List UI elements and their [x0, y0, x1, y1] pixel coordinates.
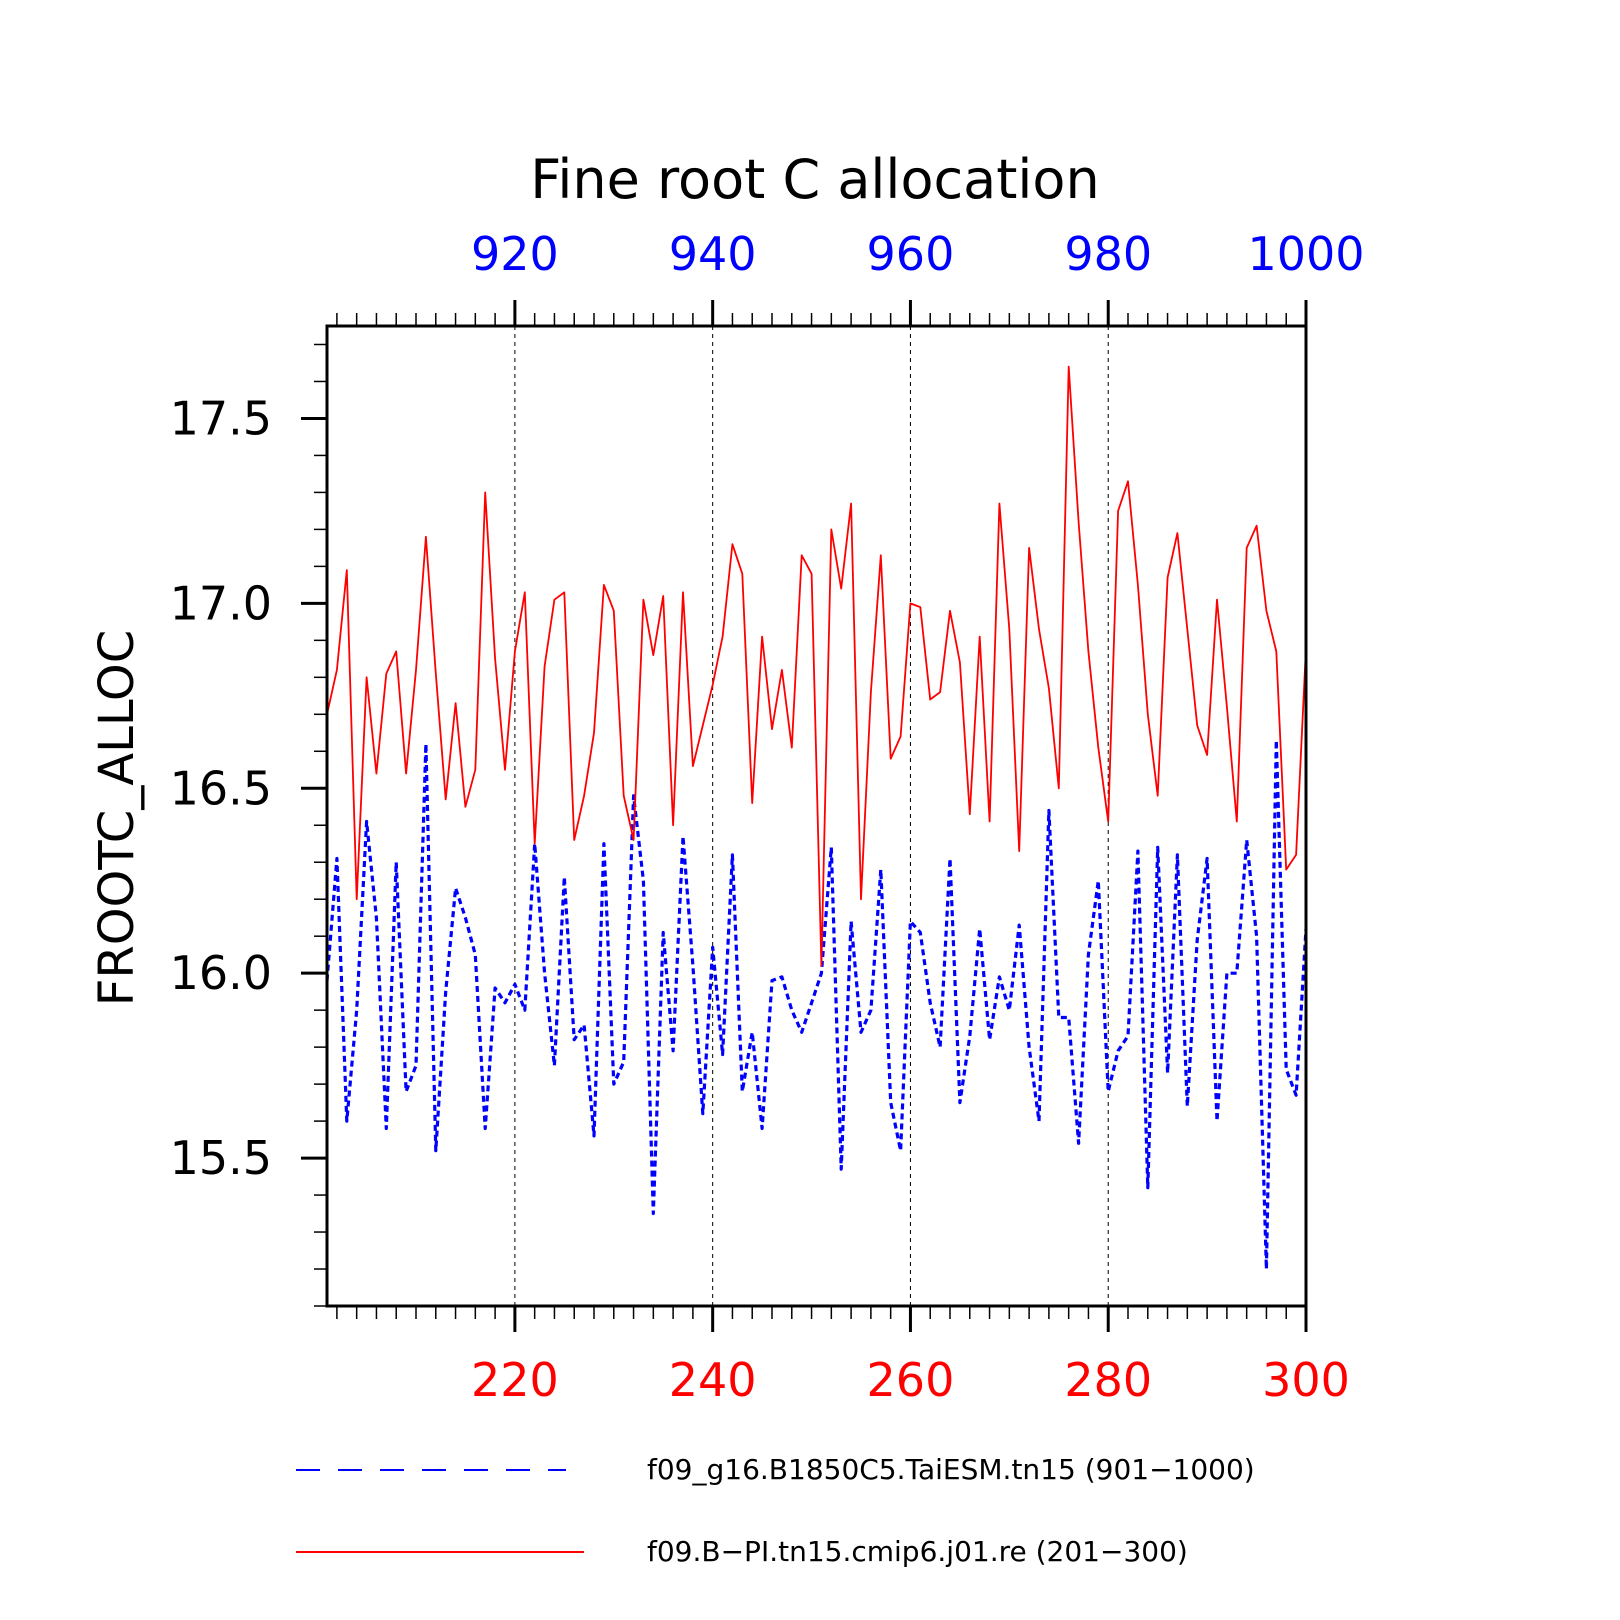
- chart-title: Fine root C allocation: [530, 148, 1099, 211]
- y-tick-label-15.5: 15.5: [170, 1131, 272, 1185]
- y-tick-label-17.5: 17.5: [170, 391, 272, 445]
- y-axis-label: FROOTC_ALLOC: [89, 630, 145, 1006]
- x-bottom-tick-label-280: 280: [1064, 1353, 1152, 1407]
- legend-label-red: f09.B−PI.tn15.cmip6.j01.re (201−300): [647, 1535, 1188, 1568]
- x-bottom-tick-label-260: 260: [867, 1353, 955, 1407]
- series-line-blue: [325, 738, 1308, 1271]
- grid-lines: [514, 326, 1109, 1306]
- y-tick-label-16.5: 16.5: [170, 761, 272, 815]
- x-top-tick-label-1000: 1000: [1247, 227, 1364, 281]
- y-tick-label-16.0: 16.0: [170, 946, 272, 1000]
- x-top-tick-label-980: 980: [1064, 227, 1152, 281]
- plot-frame: [325, 324, 1308, 1308]
- x-bottom-tick-label-220: 220: [471, 1353, 559, 1407]
- legend: f09_g16.B1850C5.TaiESM.tn15 (901−1000) f…: [296, 1453, 1255, 1568]
- tick-marks: [301, 300, 1308, 1332]
- x-bottom-tick-label-240: 240: [669, 1353, 757, 1407]
- x-top-tick-label-920: 920: [471, 227, 559, 281]
- x-top-tick-label-960: 960: [867, 227, 955, 281]
- x-bottom-tick-label-300: 300: [1262, 1353, 1350, 1407]
- tick-labels: 15.5 16.0 16.5 17.0 17.5 220 240 260 280 300 920 94…: [170, 227, 1365, 1407]
- x-top-tick-label-940: 940: [669, 227, 757, 281]
- series-line-red: [326, 365, 1307, 967]
- legend-label-blue: f09_g16.B1850C5.TaiESM.tn15 (901−1000): [647, 1453, 1255, 1486]
- axes: [325, 324, 1308, 1308]
- series-lines: [325, 365, 1308, 1271]
- y-tick-label-17.0: 17.0: [170, 576, 272, 630]
